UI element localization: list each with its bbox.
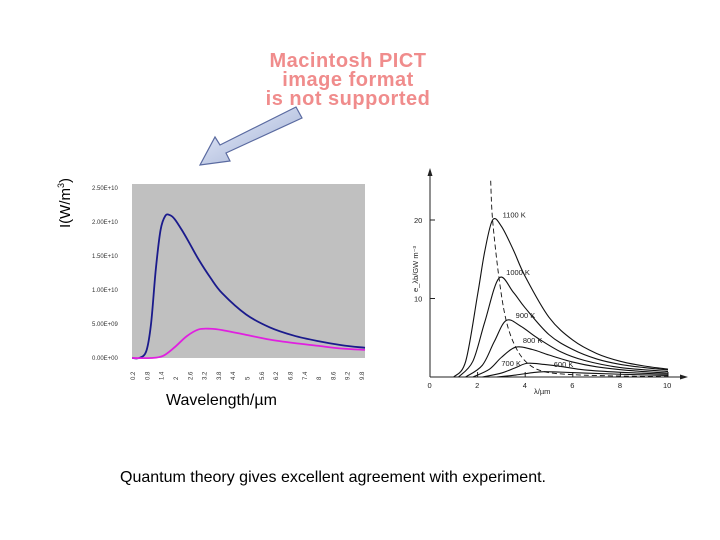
y-axis-arrow-icon xyxy=(427,168,433,176)
temperature-label: 600 K xyxy=(554,360,574,369)
caption-text: Quantum theory gives excellent agreement… xyxy=(120,469,546,486)
curve-900-K xyxy=(465,319,669,378)
x-axis-arrow-icon xyxy=(680,374,688,380)
x-tick-label: 5 xyxy=(246,376,252,380)
y-tick-label: 2.50E+10 xyxy=(92,186,119,192)
curve-1000-K xyxy=(458,276,669,378)
pointer-arrow-icon xyxy=(198,106,303,166)
curve-600-K xyxy=(496,371,669,378)
x-tick-label: 5.6 xyxy=(260,371,266,380)
x-tick-label: 2.6 xyxy=(188,371,194,380)
x-tick-label: 9.8 xyxy=(360,371,366,380)
x-tick-label: 8.6 xyxy=(331,371,337,380)
pict-placeholder: Macintosh PICT image format is not suppo… xyxy=(228,50,468,110)
x-tick-label: 8 xyxy=(618,381,622,390)
planck-simulation-chart: 0.00E+00 5.00E+09 1.00E+10 1.50E+10 2.00E+10… xyxy=(92,184,366,380)
right-y-axis-label: e_λb/GW m⁻³ xyxy=(411,245,420,292)
x-tick-label: 0.8 xyxy=(145,371,151,380)
temperature-label: 800 K xyxy=(523,336,543,345)
temperature-label: 700 K xyxy=(501,359,521,368)
experimental-blackbody-chart: e_λb/GW m⁻³ λ/µm 10 20 0 2 4 6 8 10 1100 K 1000… xyxy=(411,168,688,396)
x-tick-label: 1.4 xyxy=(160,371,166,380)
x-tick-label: 0.2 xyxy=(131,371,137,380)
y-tick-label: 2.00E+10 xyxy=(92,220,119,226)
pict-line-3: is not supported xyxy=(265,88,431,110)
curve-1100-K xyxy=(453,217,669,378)
curve-800-K xyxy=(472,346,669,378)
x-tick-label: 8 xyxy=(317,376,323,380)
x-axis-label: Wavelength/µm xyxy=(166,392,277,409)
x-tick-label: 2 xyxy=(174,376,180,380)
y-tick-label: 1.00E+10 xyxy=(92,288,119,294)
x-tick-label: 6.8 xyxy=(288,371,294,380)
x-tick-label: 4 xyxy=(523,381,527,390)
x-tick-label: 4.4 xyxy=(231,371,237,380)
curve-700-K xyxy=(482,362,669,378)
x-tick-label: 3.2 xyxy=(203,371,209,380)
y-tick-label: 0.00E+00 xyxy=(92,356,119,362)
y-tick-label: 20 xyxy=(414,216,422,225)
plot-area xyxy=(132,184,365,358)
pict-line-1: Macintosh PICT xyxy=(269,50,427,72)
x-tick-label: 2 xyxy=(475,381,479,390)
y-tick-label: 1.50E+10 xyxy=(92,254,119,260)
series-line-lower-temperature xyxy=(131,327,366,360)
y-tick-label: 5.00E+09 xyxy=(92,322,119,328)
x-tick-label: 3.8 xyxy=(217,371,223,380)
temperature-label: 1000 K xyxy=(506,268,530,277)
right-x-axis-label: λ/µm xyxy=(534,387,550,396)
x-tick-label: 0 xyxy=(428,381,432,390)
curve-peak-locus xyxy=(490,180,669,378)
x-tick-label: 6.2 xyxy=(274,371,280,380)
y-tick-label: 10 xyxy=(414,295,422,304)
x-tick-label: 10 xyxy=(663,381,671,390)
series-line-higher-temperature xyxy=(131,213,366,360)
pict-line-2: image format xyxy=(282,69,414,91)
temperature-label: 900 K xyxy=(516,311,536,320)
y-axis-label: I(W/m3) xyxy=(56,178,74,228)
x-tick-label: 9.2 xyxy=(346,371,352,380)
x-tick-label: 7.4 xyxy=(303,371,309,380)
x-tick-label: 6 xyxy=(570,381,574,390)
temperature-label: 1100 K xyxy=(503,211,526,220)
